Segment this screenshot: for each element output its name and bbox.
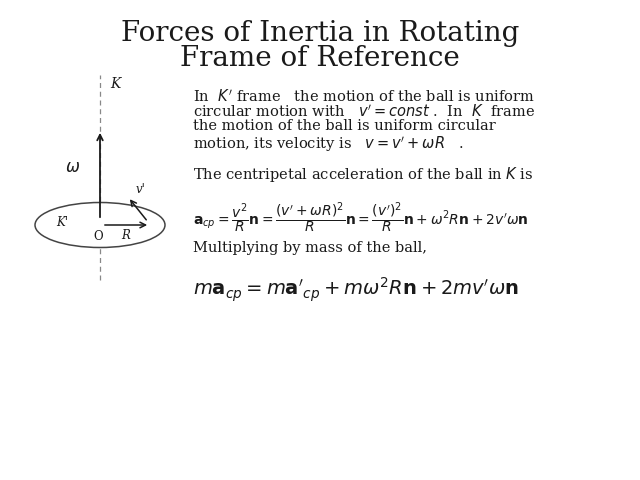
Ellipse shape bbox=[35, 203, 165, 248]
Text: circular motion with   $v' = \mathit{const}$ .  In  $\mathit{K}$  frame: circular motion with $v' = \mathit{const… bbox=[193, 104, 535, 120]
Text: The centripetal acceleration of the ball in $\mathit{K}$ is: The centripetal acceleration of the ball… bbox=[193, 166, 534, 184]
Text: Multiplying by mass of the ball,: Multiplying by mass of the ball, bbox=[193, 241, 427, 255]
Text: R: R bbox=[122, 229, 131, 242]
Text: O: O bbox=[93, 230, 103, 243]
Text: Frame of Reference: Frame of Reference bbox=[180, 45, 460, 72]
Text: $\omega$: $\omega$ bbox=[65, 158, 80, 176]
Text: the motion of the ball is uniform circular: the motion of the ball is uniform circul… bbox=[193, 119, 496, 133]
Text: motion, its velocity is   $v = v' + \omega R$   .: motion, its velocity is $v = v' + \omega… bbox=[193, 134, 463, 154]
Text: $m\mathbf{a}_{cp} = m\mathbf{a}'_{cp} + m\omega^2 R\mathbf{n} + 2mv'\omega\mathb: $m\mathbf{a}_{cp} = m\mathbf{a}'_{cp} + … bbox=[193, 276, 519, 304]
Text: K': K' bbox=[56, 216, 68, 229]
Text: Forces of Inertia in Rotating: Forces of Inertia in Rotating bbox=[121, 20, 519, 47]
Text: In  $\mathit{K'}$ frame   the motion of the ball is uniform: In $\mathit{K'}$ frame the motion of the… bbox=[193, 88, 535, 105]
Text: $\mathbf{a}_{cp} = \dfrac{v^2}{R}\mathbf{n} = \dfrac{(v'+ \omega R)^2}{R}\mathbf: $\mathbf{a}_{cp} = \dfrac{v^2}{R}\mathbf… bbox=[193, 200, 529, 235]
Text: v': v' bbox=[136, 183, 146, 196]
Text: K: K bbox=[110, 77, 120, 91]
